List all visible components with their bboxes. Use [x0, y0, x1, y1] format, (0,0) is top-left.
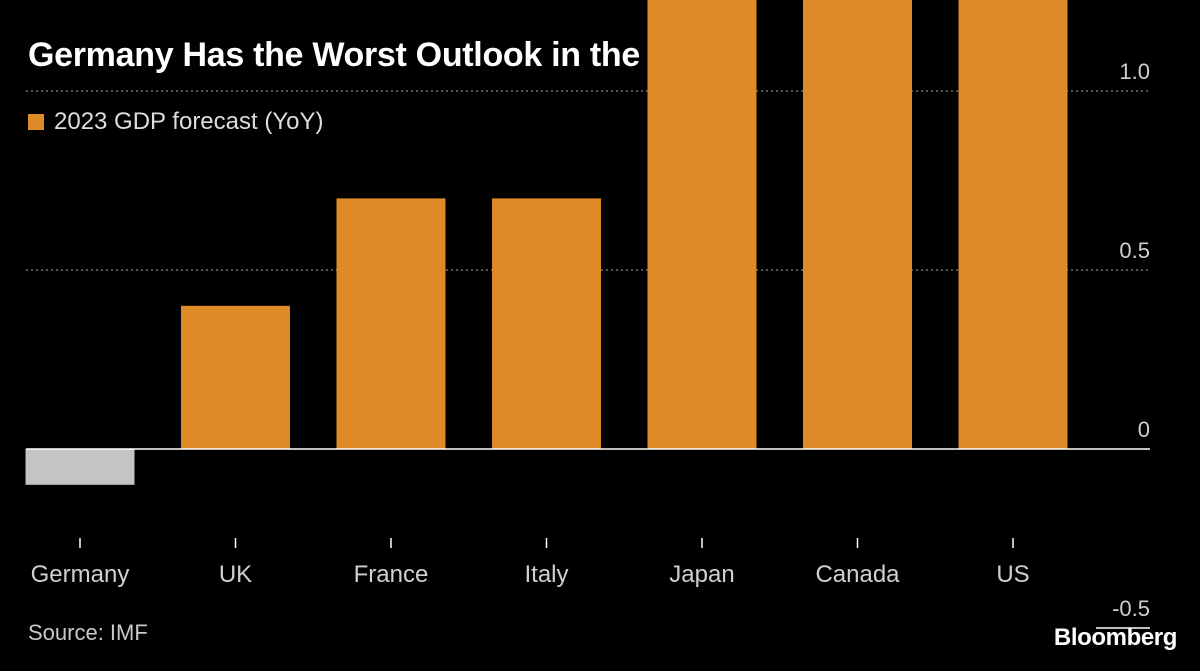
- y-tick-label: 0: [1138, 417, 1150, 442]
- bar-us: [958, 0, 1068, 449]
- source-note: Source: IMF: [28, 620, 148, 645]
- legend: 2023 GDP forecast (YoY): [28, 106, 323, 138]
- legend-label: 2023 GDP forecast (YoY): [54, 108, 324, 135]
- y-tick-label: -0.5: [1112, 596, 1150, 621]
- bar-canada: [803, 0, 912, 449]
- y-tick-label: 0.5: [1119, 238, 1150, 263]
- chart-title: Germany Has the Worst Outlook in the G-7: [28, 36, 705, 74]
- legend-swatch: [28, 114, 44, 130]
- bar-japan: [647, 0, 757, 449]
- bar-germany: [25, 449, 135, 485]
- x-tick-label: Canada: [815, 561, 900, 588]
- bar-italy: [492, 198, 601, 449]
- bloomberg-logo: Bloomberg: [1053, 624, 1177, 651]
- x-tick-label: US: [996, 561, 1029, 588]
- bar-france: [336, 198, 446, 449]
- x-tick-label: Italy: [524, 561, 568, 588]
- x-tick-label: UK: [219, 561, 252, 588]
- x-tick-label: Germany: [31, 561, 130, 588]
- x-tick-label: France: [354, 561, 429, 588]
- y-tick-label: 1.0: [1119, 59, 1150, 84]
- x-tick-label: Japan: [669, 561, 734, 588]
- bar-uk: [181, 305, 290, 449]
